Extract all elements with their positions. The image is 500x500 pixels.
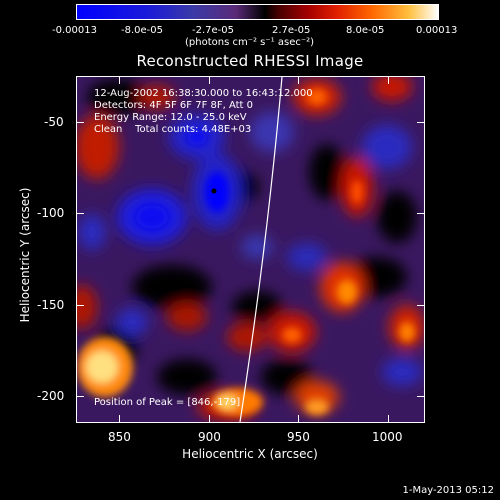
colorbar-tick-label: 0.00013	[416, 25, 458, 36]
x-axis-title: Heliocentric X (arcsec)	[182, 447, 318, 461]
colorbar-units: (photons cm⁻² s⁻¹ asec⁻²)	[185, 37, 315, 48]
marker-dot	[211, 188, 217, 194]
timestamp: 1-May-2013 05:12	[402, 485, 494, 496]
y-tick-label: -100	[37, 206, 65, 220]
colorbar-tick-label: -2.7e-05	[192, 25, 234, 36]
y-tick-label: -200	[37, 389, 65, 403]
solar-limb-line	[239, 77, 283, 422]
x-tick-label: 850	[108, 430, 131, 444]
colorbar	[76, 4, 439, 20]
y-tick-label: -150	[37, 298, 65, 312]
colorbar-tick-label: 8.0e-05	[346, 25, 385, 36]
x-tick-label: 1000	[372, 430, 403, 444]
colorbar-tick-label: -0.00013	[52, 25, 97, 36]
clean-counts-label: Clean Total counts: 4.48E+03	[94, 124, 252, 135]
x-tick-label: 900	[198, 430, 221, 444]
x-tick-label: 950	[287, 430, 310, 444]
reconstructed-image	[77, 77, 424, 422]
rhessi-image-panel: 12-Aug-2002 16:38:30.000 to 16:43:12.000…	[76, 76, 425, 423]
colorbar-tick-label: 2.7e-05	[272, 25, 311, 36]
time-range-label: 12-Aug-2002 16:38:30.000 to 16:43:12.000	[94, 88, 313, 99]
peak-position-label: Position of Peak = [846,-179]	[94, 397, 241, 408]
colorbar-tick-label: -8.0e-05	[121, 25, 163, 36]
y-tick-label: -50	[44, 115, 64, 129]
detectors-label: Detectors: 4F 5F 6F 7F 8F, Att 0	[94, 100, 254, 111]
y-axis-title: Heliocentric Y (arcsec)	[18, 187, 32, 323]
energy-range-label: Energy Range: 12.0 - 25.0 keV	[94, 112, 247, 123]
plot-title: Reconstructed RHESSI Image	[136, 52, 364, 70]
